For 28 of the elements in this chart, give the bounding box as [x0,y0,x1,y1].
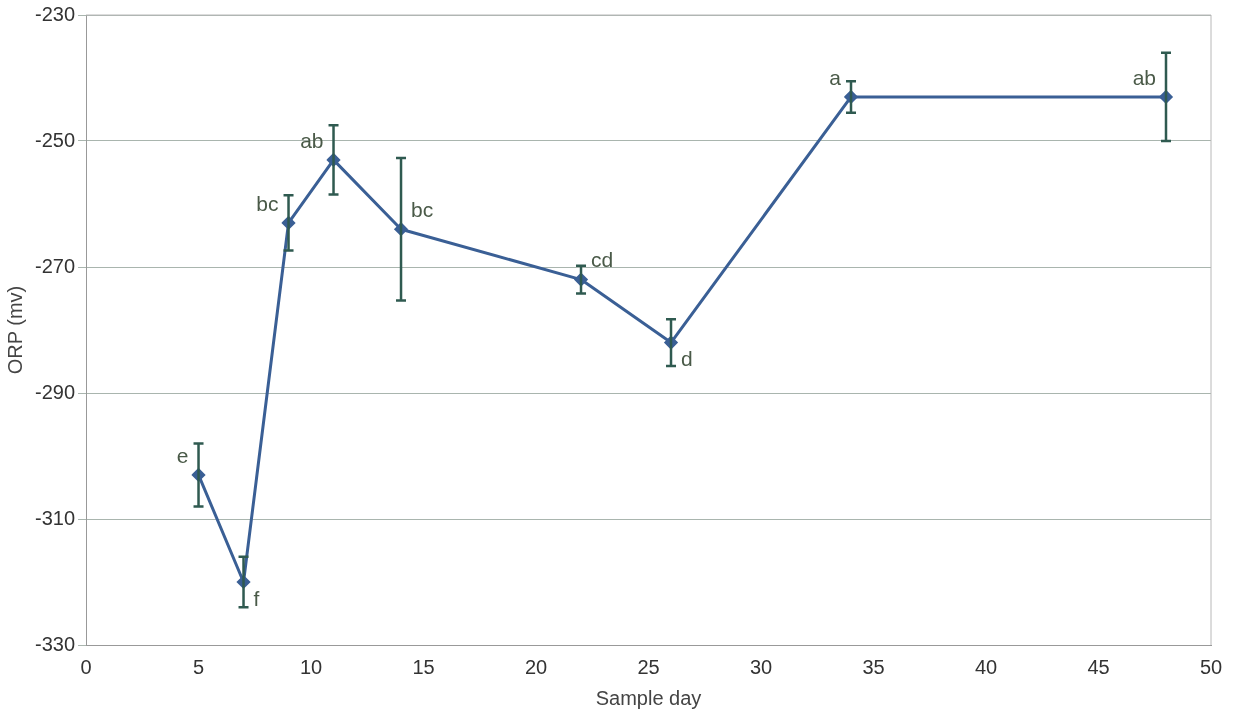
y-tick-label: -230 [35,2,76,25]
y-tick-label: -250 [35,128,76,151]
x-tick-label: 35 [862,655,885,678]
x-tick-label: 50 [1199,655,1223,678]
annotation: bc [411,198,434,221]
annotation: bc [256,191,279,215]
x-tick-label: 0 [80,655,92,678]
x-tick-label: 45 [1087,655,1110,678]
annotation: ab [1132,65,1156,89]
y-tick-label: -270 [35,254,76,277]
y-tick-label: -310 [35,506,76,529]
x-tick-label: 5 [192,655,205,678]
annotation: d [681,347,693,371]
x-tick-label: 20 [524,655,548,678]
x-tick-label: 30 [749,655,773,678]
x-tick-label: 10 [299,655,323,678]
x-tick-label: 40 [974,655,998,678]
annotation: f [253,586,260,610]
y-axis-title: ORP (mv) [3,285,26,375]
annotation: ab [300,128,324,152]
annotation: a [829,65,842,89]
y-tick-label: -330 [35,632,76,655]
x-tick-label: 15 [412,655,435,678]
x-tick-label: 25 [637,655,660,678]
annotation: cd [591,248,614,272]
x-axis-title: Sample day [595,686,702,709]
y-tick-label: -290 [35,380,76,403]
annotation: e [176,443,189,467]
